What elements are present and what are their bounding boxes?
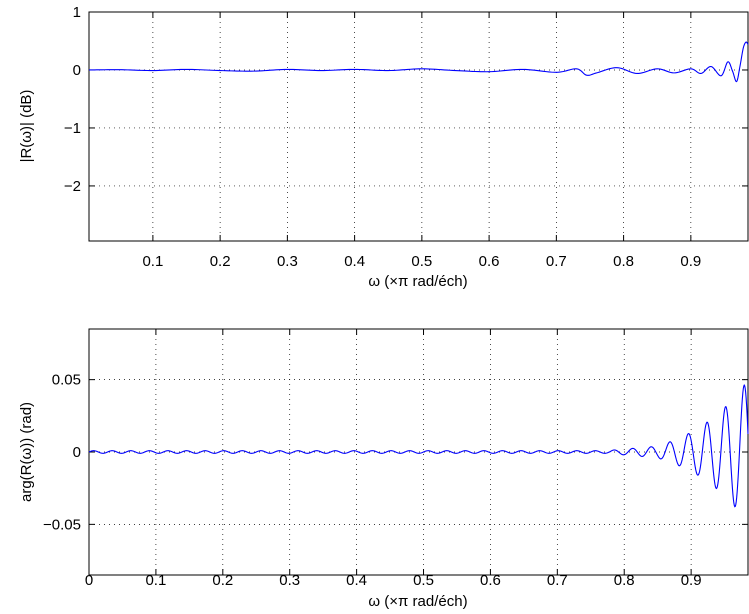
magnitude-plot: 0.1 0.2 0.3 0.4 0.5 0.6 0.7 0.8 0.9 1 0 −1 −2 ω (×π…: [18, 4, 749, 290]
x-tick-label: 0.7: [546, 253, 567, 270]
x-tick-label: 0.1: [142, 253, 163, 270]
x-tick-label: 0.3: [279, 572, 300, 589]
x-tick-labels: 0.1 0.2 0.3 0.4 0.5 0.6 0.7 0.8 0.9: [142, 253, 701, 270]
x-tick-label: 0.4: [346, 572, 367, 589]
x-tick-label: 0.4: [344, 253, 365, 270]
y-tick-label: −0.05: [43, 516, 81, 533]
x-tick-label: 0.8: [613, 253, 634, 270]
x-tick-label: 0.8: [614, 572, 635, 589]
x-tick-label: 0.1: [145, 572, 166, 589]
y-tick-label: 1: [73, 4, 81, 21]
ticks: [88, 329, 748, 575]
series-line: [88, 41, 749, 83]
x-tick-label: 0.9: [680, 253, 701, 270]
x-tick-label: 0: [85, 572, 93, 589]
x-tick-label: 0.5: [413, 572, 434, 589]
grid: [89, 11, 748, 241]
y-tick-label: −1: [64, 120, 81, 137]
plot-frame: [88, 328, 749, 576]
series-line: [88, 384, 749, 508]
x-tick-label: 0.9: [681, 572, 702, 589]
x-tick-label: 0.2: [212, 572, 233, 589]
y-axis-label: |R(ω)| (dB): [18, 90, 35, 163]
x-tick-label: 0.6: [480, 572, 501, 589]
x-tick-label: 0.3: [277, 253, 298, 270]
grid: [88, 329, 748, 575]
y-tick-label: 0: [73, 62, 81, 79]
phase-plot: 0 0.1 0.2 0.3 0.4 0.5 0.6 0.7 0.8 0.9 0.050−0.05 …: [18, 328, 749, 610]
x-tick-label: 0.5: [411, 253, 432, 270]
y-tick-labels: 1 0 −1 −2: [64, 4, 81, 195]
y-tick-label: −2: [64, 178, 81, 195]
x-tick-labels: 0 0.1 0.2 0.3 0.4 0.5 0.6 0.7 0.8 0.9: [85, 572, 702, 589]
x-tick-label: 0.6: [479, 253, 500, 270]
x-tick-label: 0.2: [210, 253, 231, 270]
ticks: [89, 11, 748, 241]
y-axis-label: arg(R(ω)) (rad): [18, 402, 35, 502]
x-tick-label: 0.7: [547, 572, 568, 589]
x-axis-label: ω (×π rad/éch): [368, 273, 467, 290]
y-tick-label: 0.05: [52, 372, 81, 389]
x-axis-label: ω (×π rad/éch): [368, 593, 467, 610]
plot-frame: [88, 11, 749, 242]
y-tick-labels: 0.05 0 −0.05: [43, 372, 81, 534]
y-tick-label: 0: [73, 444, 81, 461]
